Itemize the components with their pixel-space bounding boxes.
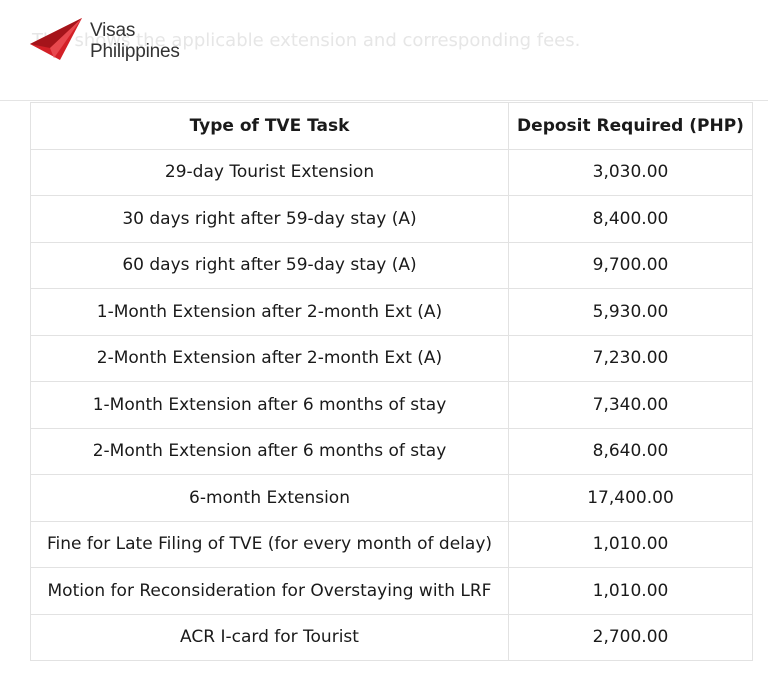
task-cell: 1-Month Extension after 2-month Ext (A) [30,288,509,336]
deposit-cell: 8,640.00 [508,427,753,475]
header-divider [0,100,768,101]
deposit-cell: 17,400.00 [508,474,753,522]
logo-line-2: Philippines [90,41,180,62]
deposit-cell: 2,700.00 [508,613,753,661]
logo-text: Visas Philippines [90,20,180,62]
table-row: 30 days right after 59-day stay (A) 8,40… [30,195,753,243]
table-row: 29-day Tourist Extension 3,030.00 [30,148,753,196]
table-row: 60 days right after 59-day stay (A) 9,70… [30,241,753,289]
visas-philippines-logo[interactable]: Visas Philippines [30,18,180,62]
task-cell: 30 days right after 59-day stay (A) [30,195,509,243]
table-row: ACR I-card for Tourist 2,700.00 [30,613,753,661]
logo-line-1: Visas [90,20,136,41]
deposit-cell: 9,700.00 [508,241,753,289]
deposit-cell: 7,230.00 [508,334,753,382]
deposit-cell: 3,030.00 [508,148,753,196]
task-cell: 2-Month Extension after 6 months of stay [30,427,509,475]
task-cell: 2-Month Extension after 2-month Ext (A) [30,334,509,382]
table-header-row: Type of TVE Task Deposit Required (PHP) [30,102,753,150]
deposit-cell: 7,340.00 [508,381,753,429]
column-header-deposit: Deposit Required (PHP) [508,102,753,150]
table-row: 1-Month Extension after 6 months of stay… [30,381,753,429]
deposit-cell: 5,930.00 [508,288,753,336]
table-row: 6-month Extension 17,400.00 [30,474,753,522]
background-caption: This shows the applicable extension and … [32,30,581,51]
deposit-cell: 8,400.00 [508,195,753,243]
page-header: This shows the applicable extension and … [0,0,768,80]
column-header-task: Type of TVE Task [30,102,509,150]
task-cell: 29-day Tourist Extension [30,148,509,196]
task-cell: 6-month Extension [30,474,509,522]
task-cell: 1-Month Extension after 6 months of stay [30,381,509,429]
table-row: 2-Month Extension after 2-month Ext (A) … [30,334,753,382]
table-row: 1-Month Extension after 2-month Ext (A) … [30,288,753,336]
table-row: Fine for Late Filing of TVE (for every m… [30,520,753,568]
task-cell: Fine for Late Filing of TVE (for every m… [30,520,509,568]
deposit-cell: 1,010.00 [508,567,753,615]
paper-plane-icon [30,18,82,60]
task-cell: ACR I-card for Tourist [30,613,509,661]
table-row: 2-Month Extension after 6 months of stay… [30,427,753,475]
task-cell: Motion for Reconsideration for Overstayi… [30,567,509,615]
table-row: Motion for Reconsideration for Overstayi… [30,567,753,615]
task-cell: 60 days right after 59-day stay (A) [30,241,509,289]
deposit-cell: 1,010.00 [508,520,753,568]
tve-fees-table: Type of TVE Task Deposit Required (PHP) … [30,102,753,661]
